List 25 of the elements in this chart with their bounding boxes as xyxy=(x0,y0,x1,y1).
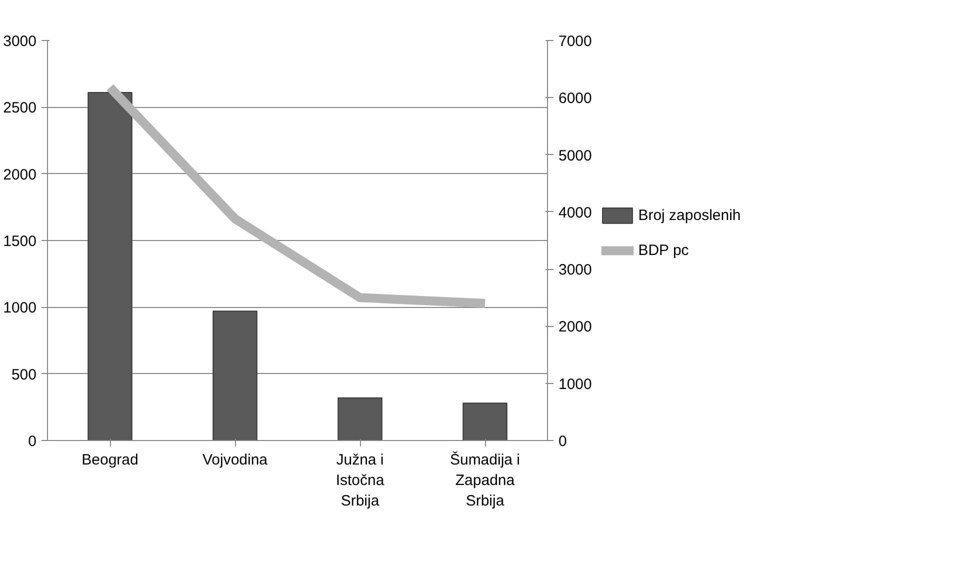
y-tick-label: 3000 xyxy=(3,33,37,50)
y2-tick-label: 3000 xyxy=(558,262,592,279)
y-tick-label: 2000 xyxy=(3,166,37,184)
bar xyxy=(212,310,258,440)
y2-tick-label: 6000 xyxy=(558,90,592,108)
x-tick-label: Vojvodina xyxy=(202,452,268,468)
x-tick-label: Šumadija i Zapadna Srbija xyxy=(450,450,520,510)
bar xyxy=(88,92,132,440)
y2-tick-label: 7000 xyxy=(558,33,592,50)
y-tick-label: 2500 xyxy=(3,100,37,117)
legend-label: Broj zaposlenih xyxy=(638,207,741,224)
y2-tick-label: 0 xyxy=(558,433,567,450)
y2-tick-label: 5000 xyxy=(558,147,592,164)
y2-tick-label: 2000 xyxy=(558,318,592,336)
x-tick-label: Južna i Istočna Srbija xyxy=(336,452,385,510)
legend-label: BDP pc xyxy=(638,242,690,260)
y2-tick-label: 1000 xyxy=(558,376,592,393)
bar xyxy=(338,397,382,440)
y-tick-label: 500 xyxy=(11,366,37,384)
bar xyxy=(462,402,508,440)
y2-tick-label: 4000 xyxy=(558,204,592,222)
x-tick-label: Beograd xyxy=(82,452,138,468)
y-tick-label: 0 xyxy=(28,433,36,450)
y-tick-label: 1500 xyxy=(3,233,37,250)
y-tick-label: 1000 xyxy=(3,300,37,317)
